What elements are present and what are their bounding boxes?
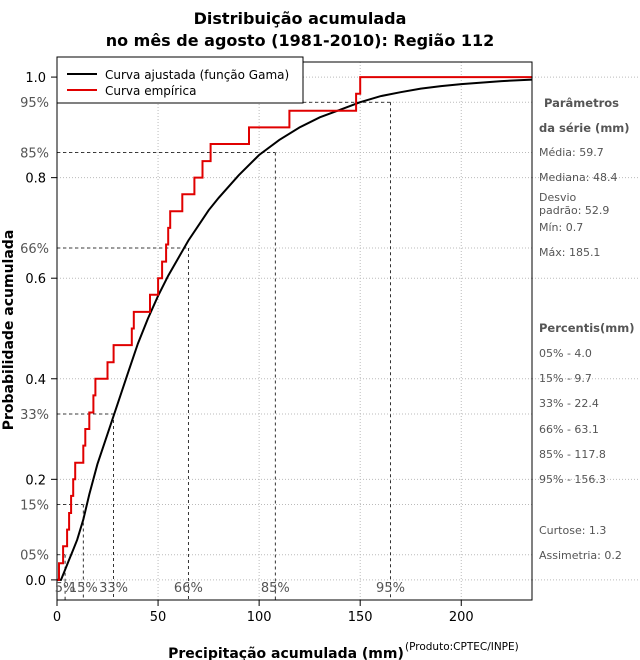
percentile-y-label: 95% [20,96,49,111]
x-tick-label: 100 [247,610,272,625]
params-title-1: Parâmetros [544,96,620,110]
y-tick-label: 0.0 [25,574,46,589]
percentile-y-label: 05% [20,549,49,564]
percentile-y-label: 15% [20,498,49,513]
x-tick-label: 50 [150,610,167,625]
empirical-step-curve [57,76,532,581]
stat-desvio-1: Desvio [539,191,577,204]
percentile-y-label: 66% [20,242,49,257]
y-tick-label: 0.4 [25,373,46,388]
stat-mediana: Mediana: 48.4 [539,171,618,184]
percentile-x-label: 33% [99,581,128,596]
percentile-15: 15% - 9.7 [539,372,592,385]
y-axis: 0.0 0.2 0.4 0.6 0.8 1.0 [25,71,58,589]
percentile-33: 33% - 22.4 [539,397,599,410]
legend-label-empirical: Curva empírica [105,84,196,98]
fitted-gamma-curve [57,78,533,581]
legend: Curva ajustada (função Gama) Curva empír… [56,56,304,104]
stat-curtose: Curtose: 1.3 [539,524,607,537]
percentile-x-label: 66% [174,581,203,596]
plot-frame [56,61,533,601]
percentile-x-label: 95% [376,581,405,596]
stat-max: Máx: 185.1 [539,246,601,259]
percentile-x-label: 15% [69,581,98,596]
x-axis: 0 50 100 150 200 [53,599,474,625]
x-axis-label: Precipitação acumulada (mm) [168,646,404,660]
legend-label-fitted: Curva ajustada (função Gama) [105,68,289,82]
percentile-95: 95% - 156.3 [539,473,606,486]
y-axis-label: Probabilidade acumulada [1,230,17,431]
x-tick-label: 150 [348,610,373,625]
stat-media: Média: 59.7 [539,146,604,159]
chart-title-line-1: Distribuição acumulada [194,9,407,28]
y-tick-label: 0.6 [25,272,46,287]
percentile-reference-lines [57,101,391,600]
chart-title-line-2: no mês de agosto (1981-2010): Região 112 [106,31,495,50]
x-tick-label: 200 [449,610,474,625]
legend-box [56,56,304,104]
x-tick-label: 0 [53,610,61,625]
product-note: (Produto:CPTEC/INPE) [405,641,519,653]
percentile-x-label: 85% [261,581,290,596]
y-tick-label: 0.8 [25,172,46,187]
percentile-85: 85% - 117.8 [539,448,606,461]
percentile-66: 66% - 63.1 [539,423,599,436]
y-tick-label: 0.2 [25,473,46,488]
stat-assimetria: Assimetria: 0.2 [539,549,622,562]
percentile-y-labels: 05% 15% 33% 66% 85% 95% [20,96,49,564]
stat-min: Mín: 0.7 [539,221,584,234]
percentile-y-label: 33% [20,408,49,423]
percentile-y-label: 85% [20,147,49,162]
percentile-x-labels: 5%15% 33% 66% 85% 95% [55,581,405,596]
stat-desvio-2: padrão: 52.9 [539,204,610,217]
params-title-2: da série (mm) [539,121,630,135]
y-tick-label: 1.0 [25,71,46,86]
percentile-05: 05% - 4.0 [539,347,592,360]
percentis-title: Percentis(mm) [539,321,635,335]
percentile-x-label: 5% [55,581,76,596]
